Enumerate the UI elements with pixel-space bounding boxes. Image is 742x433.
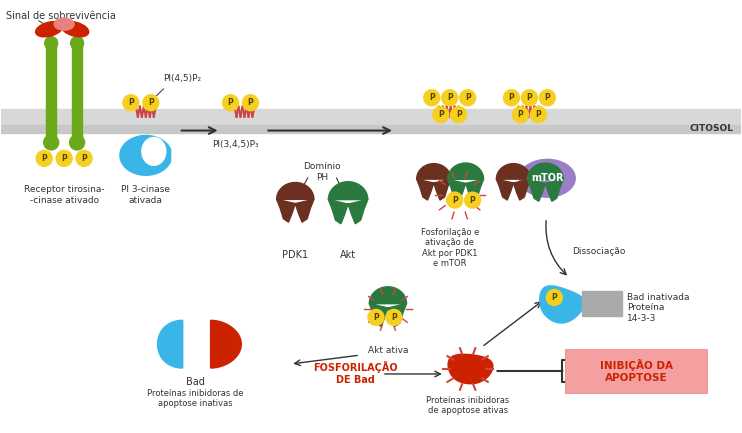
Ellipse shape (519, 159, 575, 197)
Polygon shape (211, 320, 241, 368)
Polygon shape (370, 287, 407, 326)
Text: P: P (470, 196, 476, 205)
Polygon shape (142, 138, 165, 165)
Text: P: P (536, 110, 541, 119)
Circle shape (441, 90, 458, 106)
Text: Bad: Bad (186, 377, 205, 387)
Text: P: P (62, 154, 67, 163)
Circle shape (424, 90, 440, 106)
Circle shape (459, 90, 476, 106)
Text: P: P (42, 154, 47, 163)
Text: Akt: Akt (340, 250, 356, 260)
Text: Domínio
PH: Domínio PH (303, 162, 341, 182)
Circle shape (36, 150, 52, 166)
Text: PI 3-cinase
ativada: PI 3-cinase ativada (122, 185, 171, 205)
Circle shape (522, 90, 537, 106)
Polygon shape (496, 164, 531, 200)
Polygon shape (539, 286, 584, 323)
Ellipse shape (45, 37, 58, 49)
Text: mTOR: mTOR (531, 173, 564, 183)
Text: Proteínas inibidoras de
apoptose inativas: Proteínas inibidoras de apoptose inativa… (148, 389, 244, 408)
Text: P: P (128, 98, 134, 107)
Text: P: P (551, 293, 557, 302)
Text: Sinal de sobrevivência: Sinal de sobrevivência (7, 11, 116, 21)
Text: P: P (447, 93, 453, 102)
Text: Dissociação: Dissociação (572, 247, 626, 256)
Text: PI(4,5)P₂: PI(4,5)P₂ (162, 74, 201, 84)
Text: P: P (391, 313, 397, 322)
Text: P: P (429, 93, 435, 102)
Circle shape (464, 192, 481, 208)
Text: Bad inativada: Bad inativada (627, 293, 689, 301)
Text: Fosforilação e
ativação de
Akt por PDK1
e mTOR: Fosforilação e ativação de Akt por PDK1 … (421, 228, 479, 268)
Text: Proteínas inibidoras
de apoptose ativas: Proteínas inibidoras de apoptose ativas (426, 396, 509, 415)
Circle shape (513, 107, 528, 123)
Circle shape (368, 310, 384, 325)
Text: P: P (545, 93, 551, 102)
Ellipse shape (44, 135, 59, 150)
Circle shape (531, 107, 546, 123)
Text: PDK1: PDK1 (282, 250, 309, 260)
FancyBboxPatch shape (565, 349, 706, 393)
Circle shape (143, 95, 159, 111)
Text: P: P (452, 196, 458, 205)
Circle shape (504, 90, 519, 106)
Text: P: P (373, 313, 379, 322)
Ellipse shape (36, 22, 63, 37)
Bar (72, 43, 82, 142)
Bar (46, 43, 56, 142)
Text: PI(3,4,5)P₃: PI(3,4,5)P₃ (212, 140, 259, 149)
Bar (1, 125, 741, 132)
Text: P: P (456, 110, 462, 119)
Polygon shape (277, 182, 314, 222)
Polygon shape (528, 163, 563, 201)
Bar (1, 109, 741, 125)
Polygon shape (417, 164, 451, 200)
Text: Akt ativa: Akt ativa (368, 346, 408, 355)
Text: P: P (518, 110, 523, 119)
Circle shape (223, 95, 238, 111)
Text: P: P (148, 98, 154, 107)
Circle shape (447, 192, 463, 208)
Text: Receptor tirosina-
-cinase ativado: Receptor tirosina- -cinase ativado (24, 185, 105, 205)
Circle shape (546, 290, 562, 305)
Polygon shape (448, 354, 493, 384)
Text: P: P (464, 93, 470, 102)
Text: INIBIÇÃO DA
APOPTOSE: INIBIÇÃO DA APOPTOSE (600, 359, 672, 383)
Text: P: P (508, 93, 514, 102)
Text: P: P (248, 98, 253, 107)
Circle shape (433, 107, 449, 123)
Text: FOSFORILAÇÃO
DE Bad: FOSFORILAÇÃO DE Bad (312, 361, 398, 385)
Circle shape (243, 95, 258, 111)
Polygon shape (157, 320, 183, 368)
Ellipse shape (70, 37, 84, 49)
Circle shape (450, 107, 467, 123)
Text: CITOSOL: CITOSOL (689, 124, 734, 133)
Circle shape (56, 150, 72, 166)
Circle shape (123, 95, 139, 111)
Polygon shape (120, 136, 171, 175)
Circle shape (539, 90, 555, 106)
Circle shape (386, 310, 402, 325)
Bar (582, 291, 622, 317)
Text: P: P (527, 93, 532, 102)
Polygon shape (329, 182, 368, 224)
Ellipse shape (62, 22, 89, 37)
Text: P: P (81, 154, 87, 163)
Text: Proteína
14-3-3: Proteína 14-3-3 (627, 304, 664, 323)
Text: P: P (228, 98, 234, 107)
Ellipse shape (70, 135, 85, 150)
Circle shape (76, 150, 92, 166)
Ellipse shape (54, 18, 74, 30)
Polygon shape (447, 163, 484, 201)
Text: P: P (438, 110, 444, 119)
